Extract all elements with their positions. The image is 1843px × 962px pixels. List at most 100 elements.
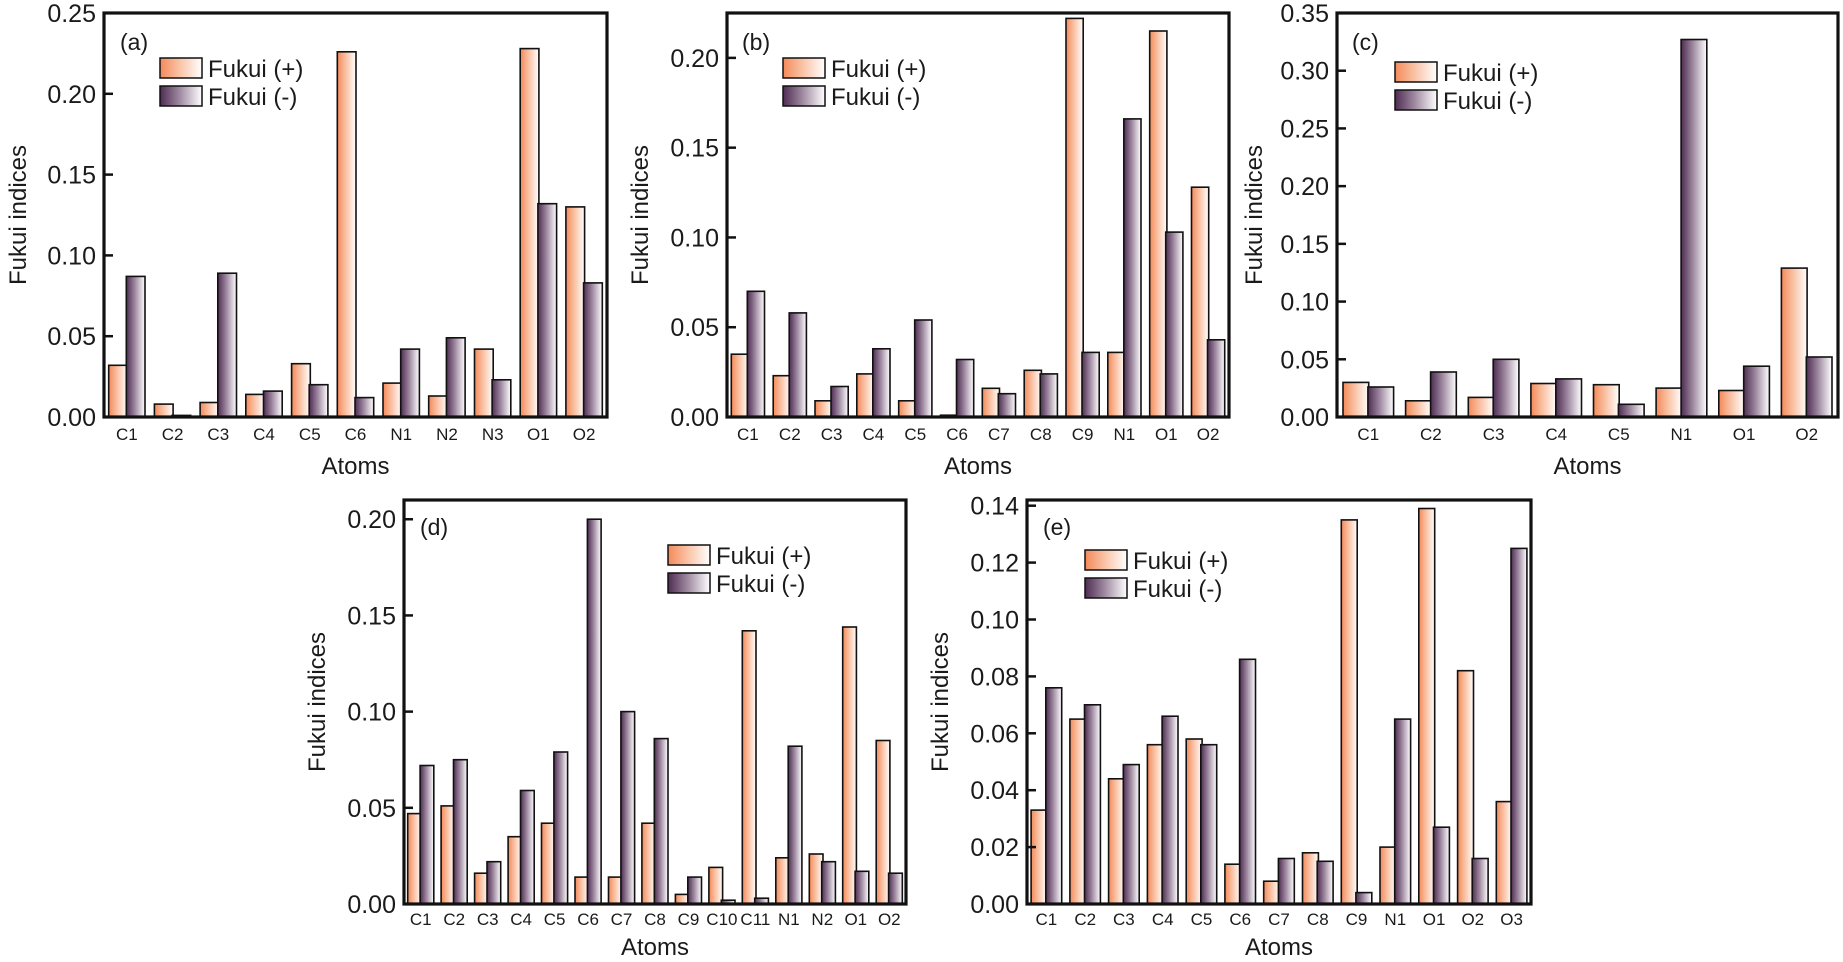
bar-fukui-plus-c1 xyxy=(730,353,750,418)
bar-fukui-plus-o3 xyxy=(1495,800,1514,905)
bar-fukui-minus-c2 xyxy=(788,312,808,418)
bar-fukui-plus-c4 xyxy=(245,393,266,418)
chart-panel-b: C1 C2 C3 C4 C5 C6 C7 C8 C9 N1 O1 O2 0.00 0.05 0.10 0.15… xyxy=(627,11,1231,480)
y-tick-label: 0.08 xyxy=(970,663,1019,691)
bar-fukui-plus-c6 xyxy=(336,50,357,418)
y-tick-label: 0.10 xyxy=(47,242,96,270)
bar-fukui-minus-n1 xyxy=(787,745,803,905)
x-tick-label: C9 xyxy=(1346,910,1368,929)
bar-fukui-minus-c1 xyxy=(125,275,146,418)
x-tick-label: C4 xyxy=(510,910,532,929)
bar-fukui-plus-n2 xyxy=(427,395,449,418)
bar-fukui-plus-c4 xyxy=(1146,743,1165,905)
x-tick-label: O2 xyxy=(1197,425,1220,444)
legend-swatch-fukui-plus xyxy=(667,544,711,566)
legend-label: Fukui (+) xyxy=(1133,548,1228,575)
x-tick-label: C7 xyxy=(988,425,1010,444)
bar-fukui-minus-o2 xyxy=(1471,857,1489,905)
y-tick-label: 0.15 xyxy=(1280,231,1329,259)
plot-frame xyxy=(725,11,1231,419)
bar-fukui-plus-c5 xyxy=(290,362,312,418)
x-tick-label: C1 xyxy=(737,425,759,444)
bar-fukui-plus-c10 xyxy=(708,866,724,905)
legend-label: Fukui (-) xyxy=(1133,576,1222,603)
bar-fukui-minus-c8 xyxy=(1316,860,1334,905)
bar-fukui-minus-c3 xyxy=(1122,763,1141,905)
bar-fukui-minus-c3 xyxy=(486,860,502,905)
y-tick-label: 0.14 xyxy=(970,493,1019,521)
bar-fukui-plus-c1 xyxy=(1030,809,1048,905)
legend: Fukui (+)Fukui (-) xyxy=(782,56,926,111)
bar-fukui-minus-c4 xyxy=(519,789,535,905)
bar-fukui-plus-o1 xyxy=(841,626,858,905)
x-tick-label: C6 xyxy=(1229,910,1251,929)
bar-fukui-minus-o1 xyxy=(1432,826,1451,905)
chart-panel-a: C1 C2 C3 C4 C5 C6 N1 N2 N3 O1 O2 0.00 0.05 0.10 0.15 0.… xyxy=(5,0,609,480)
bar-fukui-minus-n1 xyxy=(1123,118,1142,418)
x-tick-label: C5 xyxy=(904,425,926,444)
bar-fukui-plus-o2 xyxy=(1190,186,1210,418)
y-tick-label: 0.10 xyxy=(670,224,719,252)
bar-fukui-minus-c9 xyxy=(1081,351,1101,418)
plot-frame xyxy=(1025,498,1533,906)
x-tick-label: C5 xyxy=(299,425,321,444)
chart-panel-c: C1 C2 C3 C4 C5 N1 O1 O2 0.00 0.05 0.10 0.15 0.20 0.25… xyxy=(1241,0,1840,480)
bar-fukui-plus-o2 xyxy=(1780,267,1808,418)
x-tick-label: O2 xyxy=(573,425,596,444)
x-tick-label: C1 xyxy=(116,425,138,444)
x-tick-label: C9 xyxy=(678,910,700,929)
y-tick-label: 0.10 xyxy=(1280,289,1329,317)
x-tick-label: C3 xyxy=(821,425,843,444)
y-tick-label: 0.04 xyxy=(970,777,1019,805)
x-tick-label: O2 xyxy=(1461,910,1484,929)
y-tick-label: 0.25 xyxy=(1280,115,1329,143)
x-tick-label: O2 xyxy=(878,910,901,929)
x-tick-label: N2 xyxy=(436,425,458,444)
y-tick-label: 0.15 xyxy=(670,135,719,163)
bar-fukui-minus-c3 xyxy=(217,272,238,418)
bar-fukui-plus-n1 xyxy=(1655,387,1683,418)
legend-swatch-fukui-plus xyxy=(782,57,826,79)
y-tick-label: 0.00 xyxy=(47,404,96,432)
legend-swatch-fukui-minus xyxy=(1394,89,1438,111)
bar-fukui-plus-c3 xyxy=(199,401,220,418)
bar-fukui-plus-c1 xyxy=(107,364,129,418)
y-tick-label: 0.10 xyxy=(347,699,396,727)
x-axis-title: Atoms xyxy=(944,453,1012,480)
bar-fukui-minus-o2 xyxy=(887,872,904,905)
bar-fukui-minus-c2 xyxy=(1083,703,1102,905)
bar-fukui-plus-n1 xyxy=(1379,846,1397,905)
bar-fukui-minus-c3 xyxy=(1492,358,1520,418)
x-tick-label: N1 xyxy=(390,425,412,444)
legend: Fukui (+)Fukui (-) xyxy=(1394,60,1538,115)
bar-fukui-minus-c4 xyxy=(1555,378,1583,418)
x-axis-title: Atoms xyxy=(321,453,389,480)
x-tick-label: C2 xyxy=(443,910,465,929)
legend-swatch-fukui-minus xyxy=(667,572,711,594)
chart-panel-e: C1 C2 C3 C4 C5 C6 C7 C8 C9 N1 O1 O2 O3 0.00 0.02 0.04 0.… xyxy=(927,493,1533,961)
legend-swatch-fukui-minus xyxy=(782,85,826,107)
y-tick-label: 0.15 xyxy=(47,162,96,190)
legend: Fukui (+)Fukui (-) xyxy=(1084,548,1228,603)
x-tick-label: C8 xyxy=(644,910,666,929)
bar-fukui-plus-o1 xyxy=(1418,507,1436,905)
bar-fukui-minus-n2 xyxy=(445,336,466,418)
legend-swatch-fukui-plus xyxy=(1394,61,1438,83)
x-tick-label: C1 xyxy=(410,910,432,929)
x-tick-label: O1 xyxy=(1155,425,1178,444)
legend-swatch-fukui-plus xyxy=(159,57,203,79)
x-tick-label: C2 xyxy=(162,425,184,444)
bar-fukui-minus-c4 xyxy=(262,390,284,418)
y-tick-label: 0.05 xyxy=(1280,346,1329,374)
legend: Fukui (+)Fukui (-) xyxy=(159,56,303,111)
x-tick-label: C8 xyxy=(1307,910,1329,929)
panel-label: (e) xyxy=(1043,514,1071,540)
bar-fukui-plus-n1 xyxy=(1107,351,1126,418)
bar-fukui-minus-c5 xyxy=(553,751,569,905)
bar-fukui-minus-c1 xyxy=(746,290,766,418)
x-tick-label: C10 xyxy=(706,910,737,929)
bar-fukui-minus-o1 xyxy=(1164,231,1184,418)
y-tick-label: 0.05 xyxy=(47,323,96,351)
bar-fukui-minus-c8 xyxy=(653,737,669,905)
x-tick-label: O3 xyxy=(1500,910,1523,929)
